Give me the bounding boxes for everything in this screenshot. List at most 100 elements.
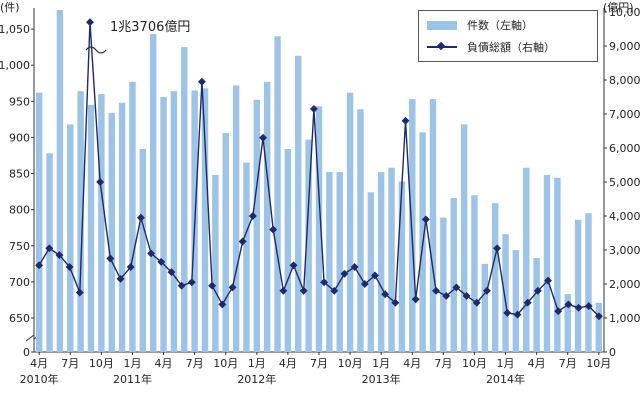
debt-point xyxy=(452,283,461,292)
count-bar xyxy=(232,85,240,353)
x-tick-label: 4月 xyxy=(155,357,173,370)
count-bar xyxy=(284,148,292,352)
left-tick-label: 700 xyxy=(9,276,30,289)
debt-point xyxy=(391,298,400,307)
x-tick-label: 10月 xyxy=(462,357,487,370)
debt-point xyxy=(340,269,349,278)
debt-point xyxy=(513,310,522,319)
count-bar xyxy=(56,10,64,352)
right-tick-label: 6,000 xyxy=(609,142,640,155)
count-bar xyxy=(201,88,209,353)
count-bar xyxy=(574,219,582,352)
count-bar xyxy=(118,102,126,352)
count-bar xyxy=(243,162,250,352)
x-tick-label: 4月 xyxy=(528,357,546,370)
right-tick-label: 7,000 xyxy=(609,108,640,121)
debt-point xyxy=(208,281,217,290)
count-bar xyxy=(471,195,478,352)
count-bar xyxy=(181,47,188,352)
count-bar xyxy=(295,55,302,352)
left-tick-label: 850 xyxy=(9,168,30,181)
x-year-label: 2012年 xyxy=(237,372,276,386)
debt-point xyxy=(157,257,166,266)
count-bar xyxy=(129,81,136,352)
right-tick-label: 2,000 xyxy=(609,278,640,291)
count-bar xyxy=(460,124,468,352)
count-bar xyxy=(357,109,364,353)
x-tick-label: 1月 xyxy=(497,357,515,370)
x-tick-label: 4月 xyxy=(403,357,421,370)
debt-point xyxy=(299,286,308,295)
x-tick-label: 4月 xyxy=(279,357,297,370)
count-bar xyxy=(139,148,147,352)
count-bar xyxy=(523,167,530,352)
count-bar xyxy=(564,294,571,352)
debt-point xyxy=(554,307,563,316)
right-tick-label: 0 xyxy=(609,346,616,359)
debt-point xyxy=(523,298,532,307)
x-tick-label: 1月 xyxy=(372,357,390,370)
left-tick-label: 900 xyxy=(9,131,30,144)
count-bar xyxy=(263,81,271,352)
debt-point xyxy=(360,280,369,288)
count-bar xyxy=(35,92,43,352)
count-bar xyxy=(440,217,447,352)
count-bar xyxy=(336,172,343,352)
x-tick-label: 1月 xyxy=(248,357,266,370)
count-bar xyxy=(398,181,406,352)
left-axis-unit: (件) xyxy=(0,1,20,14)
count-bar xyxy=(87,104,95,352)
count-bar xyxy=(160,96,167,353)
count-bar xyxy=(595,302,603,352)
x-tick-label: 7月 xyxy=(559,357,577,370)
x-year-label: 2011年 xyxy=(113,372,152,386)
count-bar xyxy=(77,91,84,352)
debt-point xyxy=(228,283,237,292)
count-bar xyxy=(46,153,53,352)
x-tick-label: 7月 xyxy=(186,357,204,370)
x-tick-label: 4月 xyxy=(30,357,48,370)
count-bar xyxy=(429,99,437,352)
count-bar xyxy=(491,203,499,352)
left-tick-label: 800 xyxy=(9,204,30,217)
debt-point xyxy=(106,254,115,263)
left-tick-label: 650 xyxy=(9,312,30,325)
count-bar xyxy=(274,36,281,353)
count-bar xyxy=(326,172,333,352)
debt-point xyxy=(279,286,288,295)
x-tick-label: 10月 xyxy=(213,357,238,370)
count-bar xyxy=(305,139,312,352)
left-tick-label: 950 xyxy=(9,95,30,108)
debt-point xyxy=(350,263,359,271)
x-tick-label: 1月 xyxy=(123,357,141,370)
legend: 件数（左軸） 負債総額（右軸） xyxy=(418,10,598,62)
debt-point xyxy=(371,271,379,280)
right-tick-label: 4,000 xyxy=(609,210,640,223)
debt-point xyxy=(126,263,135,271)
debt-point xyxy=(462,291,471,300)
debt-point xyxy=(259,133,267,142)
left-tick-label: 1,000 xyxy=(0,59,30,72)
right-tick-label: 5,000 xyxy=(609,176,640,189)
count-bar xyxy=(377,172,385,352)
legend-count-label: 件数（左軸） xyxy=(467,19,533,32)
debt-point xyxy=(187,278,196,287)
debt-point xyxy=(320,278,329,287)
count-bar xyxy=(170,91,178,352)
count-bar xyxy=(585,213,592,352)
x-tick-label: 7月 xyxy=(434,357,452,370)
count-bar xyxy=(543,174,551,352)
count-bar xyxy=(67,124,74,352)
right-axis-unit: (億円) xyxy=(603,1,634,14)
count-bar xyxy=(481,263,489,352)
x-tick-label: 10月 xyxy=(89,357,114,370)
debt-point xyxy=(411,295,420,304)
count-bar xyxy=(533,258,540,352)
x-tick-label: 7月 xyxy=(61,357,79,370)
debt-point xyxy=(472,298,481,307)
count-bar xyxy=(409,99,416,352)
legend-item-debt: 負債総額（右軸） xyxy=(427,38,555,56)
debt-point xyxy=(432,286,441,295)
debt-point xyxy=(218,300,227,309)
count-bar xyxy=(367,192,375,352)
